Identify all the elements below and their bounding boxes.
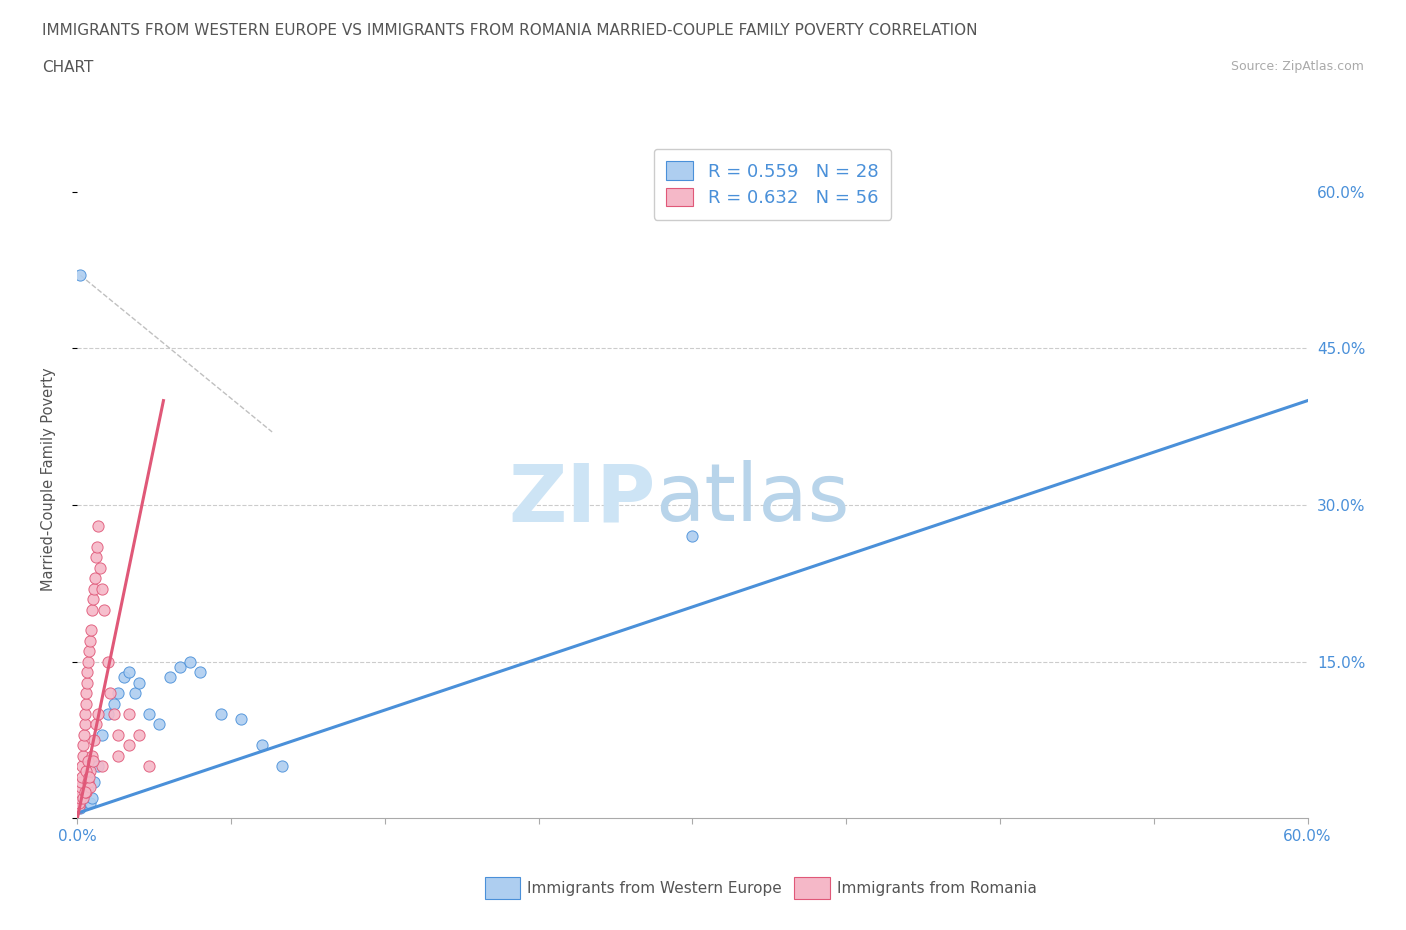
Point	[83, 571, 105, 586]
Point	[103, 696, 125, 711]
Point	[70, 769, 93, 784]
Point	[107, 749, 129, 764]
Point	[159, 670, 181, 684]
Point	[72, 790, 94, 805]
Point	[76, 655, 98, 670]
Point	[169, 659, 191, 674]
Point	[138, 759, 160, 774]
Point	[87, 759, 110, 774]
Point	[82, 591, 104, 606]
Text: IMMIGRANTS FROM WESTERN EUROPE VS IMMIGRANTS FROM ROMANIA MARRIED-COUPLE FAMILY : IMMIGRANTS FROM WESTERN EUROPE VS IMMIGR…	[42, 23, 977, 38]
Point	[128, 675, 150, 690]
Point	[93, 602, 115, 617]
Point	[138, 707, 160, 722]
Point	[117, 707, 139, 722]
Point	[69, 790, 91, 805]
Point	[83, 733, 105, 748]
Point	[67, 801, 90, 816]
Point	[83, 775, 105, 790]
Point	[124, 685, 146, 700]
Point	[80, 602, 103, 617]
Point	[97, 707, 120, 722]
Point	[117, 665, 139, 680]
Point	[70, 779, 93, 794]
Point	[84, 717, 107, 732]
Point	[107, 685, 129, 700]
Point	[682, 529, 704, 544]
Text: Source: ZipAtlas.com: Source: ZipAtlas.com	[1230, 60, 1364, 73]
Point	[87, 519, 110, 534]
Point	[73, 717, 96, 732]
Point	[77, 644, 100, 658]
Point	[75, 685, 97, 700]
Point	[97, 655, 120, 670]
Point	[148, 717, 170, 732]
Point	[76, 675, 98, 690]
Text: CHART: CHART	[42, 60, 94, 75]
Y-axis label: Married-Couple Family Poverty: Married-Couple Family Poverty	[42, 367, 56, 591]
Point	[67, 795, 90, 810]
Point	[250, 737, 273, 752]
Point	[82, 753, 104, 768]
Point	[77, 769, 100, 784]
Point	[72, 749, 94, 764]
Point	[76, 775, 98, 790]
Point	[67, 799, 90, 814]
Point	[75, 764, 97, 778]
Point	[87, 707, 110, 722]
Point	[107, 727, 129, 742]
Point	[69, 785, 91, 800]
Point	[103, 707, 125, 722]
Point	[209, 707, 232, 722]
Point	[76, 665, 98, 680]
Point	[79, 779, 101, 794]
Point	[72, 737, 94, 752]
Point	[79, 623, 101, 638]
Point	[70, 775, 93, 790]
Point	[73, 727, 96, 742]
Point	[90, 759, 114, 774]
Legend: R = 0.559   N = 28, R = 0.632   N = 56: R = 0.559 N = 28, R = 0.632 N = 56	[654, 149, 891, 219]
Point	[79, 795, 101, 810]
Point	[128, 727, 150, 742]
Point	[73, 785, 96, 800]
Point	[83, 581, 105, 596]
Point	[69, 801, 91, 816]
Point	[75, 707, 97, 722]
Point	[79, 633, 101, 648]
Point	[70, 795, 93, 810]
Point	[84, 550, 107, 565]
Point	[76, 779, 98, 794]
Point	[75, 785, 97, 800]
Point	[231, 711, 253, 726]
Point	[90, 727, 114, 742]
Point	[90, 581, 114, 596]
Text: atlas: atlas	[655, 460, 849, 538]
Point	[75, 696, 97, 711]
Point	[79, 764, 101, 778]
Point	[179, 655, 201, 670]
Point	[117, 737, 139, 752]
Point	[86, 539, 108, 554]
Text: Immigrants from Romania: Immigrants from Romania	[837, 881, 1036, 896]
Point	[271, 759, 294, 774]
Point	[80, 749, 103, 764]
Point	[72, 790, 94, 805]
Point	[188, 665, 212, 680]
Point	[89, 560, 111, 575]
Point	[73, 785, 96, 800]
Point	[98, 685, 121, 700]
Text: Immigrants from Western Europe: Immigrants from Western Europe	[527, 881, 782, 896]
Point	[72, 759, 94, 774]
Text: ZIP: ZIP	[509, 460, 655, 538]
Point	[76, 753, 98, 768]
Point	[69, 268, 91, 283]
Point	[114, 670, 136, 684]
Point	[80, 790, 103, 805]
